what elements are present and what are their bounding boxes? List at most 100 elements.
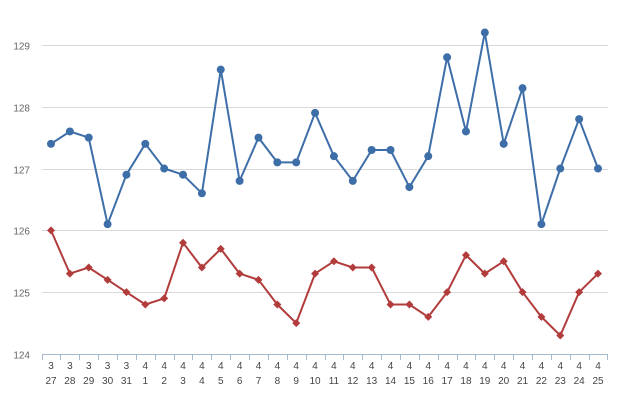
x-tick-label-day: 13 (366, 376, 378, 387)
series-1-point (556, 164, 565, 173)
series-1-point (443, 53, 452, 62)
x-tick-label-month: 4 (463, 361, 469, 372)
series-2-point (386, 300, 395, 309)
series-2-point (160, 294, 169, 303)
x-tick-label-day: 9 (293, 376, 299, 387)
x-tick-label-month: 4 (275, 361, 281, 372)
series-1-point (575, 115, 584, 124)
x-tick-label-month: 4 (218, 361, 224, 372)
series-2-point (518, 288, 527, 297)
x-tick-label-day: 20 (498, 376, 510, 387)
x-tick-label-month: 4 (143, 361, 149, 372)
x-tick-label-day: 6 (237, 376, 243, 387)
series-1-point (103, 220, 112, 229)
series-1-point (518, 84, 527, 93)
series-2-point (65, 269, 74, 278)
series-2-point (348, 263, 357, 272)
series-2-point (424, 312, 433, 321)
series-2-point (235, 269, 244, 278)
series-1-point (480, 28, 489, 37)
x-tick-label-day: 31 (121, 376, 133, 387)
series-1-point (594, 164, 602, 173)
series-1-point (141, 139, 150, 148)
series-2-point (575, 288, 584, 297)
y-tick-label: 124 (13, 351, 30, 362)
series-2-point (367, 263, 376, 272)
x-tick-label-day: 2 (161, 376, 167, 387)
series-2-point (537, 312, 546, 321)
series-2-point (141, 300, 150, 309)
x-tick-label-month: 4 (350, 361, 356, 372)
x-tick-label-day: 14 (385, 376, 397, 387)
series-1-point (386, 146, 395, 154)
x-tick-label-day: 3 (180, 376, 186, 387)
x-tick-label-day: 29 (83, 376, 95, 387)
x-tick-label-month: 4 (293, 361, 299, 372)
x-tick-label-day: 11 (329, 376, 340, 387)
x-tick-label-day: 27 (45, 376, 57, 387)
series-1-point (273, 158, 282, 167)
x-tick-label-day: 12 (347, 376, 359, 387)
series-1-point (216, 65, 225, 74)
series-2-point (499, 257, 508, 266)
x-tick-label-day: 17 (442, 376, 454, 387)
x-tick-label-month: 3 (105, 361, 111, 372)
x-tick-label-month: 4 (425, 361, 431, 372)
series-2-point (443, 288, 452, 297)
series-2-point (329, 257, 338, 266)
x-tick-label-day: 5 (218, 376, 224, 387)
series-2-point (254, 275, 263, 284)
x-tick-label-month: 4 (444, 361, 450, 372)
x-tick-label-month: 4 (199, 361, 205, 372)
x-tick-label-day: 4 (199, 376, 205, 387)
series-2-point (556, 331, 565, 340)
x-tick-label-month: 4 (369, 361, 375, 372)
x-tick-label-month: 4 (161, 361, 167, 372)
x-tick-label-month: 3 (86, 361, 92, 372)
x-tick-label-day: 23 (555, 376, 567, 387)
x-tick-label-day: 1 (143, 376, 149, 387)
x-tick-label-day: 8 (275, 376, 281, 387)
series-1-point (47, 139, 55, 148)
x-tick-label-month: 4 (501, 361, 507, 372)
x-tick-label-month: 3 (124, 361, 130, 372)
x-tick-label-day: 15 (404, 376, 416, 387)
y-tick-label: 125 (13, 289, 30, 300)
series-1-point (311, 108, 320, 117)
series-1-point (499, 139, 508, 148)
series-2-point (480, 269, 489, 278)
x-tick-label-month: 4 (595, 361, 601, 372)
x-tick-label-month: 4 (256, 361, 262, 372)
x-tick-label-month: 4 (576, 361, 582, 372)
x-tick-label-month: 4 (407, 361, 413, 372)
x-tick-label-month: 4 (312, 361, 318, 372)
x-tick-label-day: 10 (310, 376, 322, 387)
x-tick-label-month: 4 (539, 361, 545, 372)
x-tick-label-month: 4 (482, 361, 488, 372)
series-1-point (179, 170, 188, 179)
series-2-point (405, 300, 414, 309)
series-1-point (65, 127, 74, 136)
series-2-point (103, 275, 112, 284)
series-1-point (84, 133, 93, 142)
x-tick-label-day: 7 (256, 376, 262, 387)
series-1-point (197, 189, 206, 198)
series-1-point (160, 164, 169, 173)
y-tick-label: 129 (13, 42, 30, 53)
series-1-point (461, 127, 470, 136)
x-tick-label-day: 24 (574, 376, 586, 387)
series-1-point (537, 220, 546, 229)
x-tick-label-day: 18 (460, 376, 472, 387)
x-tick-label-day: 28 (64, 376, 76, 387)
y-tick-label: 127 (13, 166, 30, 177)
series-2-point (594, 269, 602, 278)
x-tick-label-month: 4 (388, 361, 394, 372)
y-tick-label: 126 (13, 227, 30, 238)
x-tick-label-month: 4 (520, 361, 526, 372)
series-2-point (216, 244, 225, 253)
series-1-point (329, 152, 338, 161)
x-tick-label-day: 16 (423, 376, 435, 387)
series-group (47, 28, 602, 340)
series-1-point (254, 133, 263, 142)
